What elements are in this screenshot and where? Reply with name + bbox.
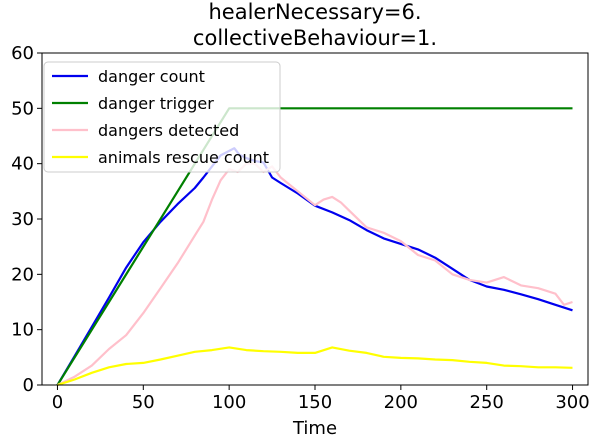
x-tick-label: 150 xyxy=(298,392,332,413)
x-tick-label: 250 xyxy=(470,392,504,413)
y-tick-label: 40 xyxy=(11,154,34,175)
x-axis-label: Time xyxy=(292,418,337,438)
x-tick-label: 300 xyxy=(555,392,589,413)
legend-box xyxy=(43,61,281,173)
legend-label-animals-rescue-count: animals rescue count xyxy=(98,148,269,167)
x-tick-label: 0 xyxy=(52,392,63,413)
x-tick-label: 100 xyxy=(212,392,246,413)
y-tick-label: 60 xyxy=(11,43,34,64)
series-line-animals-rescue-count xyxy=(57,346,573,387)
x-tick-label: 50 xyxy=(132,392,155,413)
legend-label-danger-trigger: danger trigger xyxy=(98,94,214,113)
y-tick-label: 20 xyxy=(11,264,34,285)
chart-title-line-1: healerNecessary=6. xyxy=(208,0,421,24)
y-tick-label: 30 xyxy=(11,209,34,230)
y-tick-label: 10 xyxy=(11,320,34,341)
legend-label-danger-count: danger count xyxy=(98,67,205,86)
chart-title-line-2: collectiveBehaviour=1. xyxy=(193,26,437,50)
legend-label-dangers-detected: dangers detected xyxy=(98,121,239,140)
series-line-dangers-detected xyxy=(57,162,573,386)
plot-area: 0 50 100 150 200 250 300 0 10 20 30 40 50 60 danger co… xyxy=(11,43,590,413)
y-tick-label: 0 xyxy=(23,375,34,396)
x-tick-label: 200 xyxy=(384,392,418,413)
y-tick-label: 50 xyxy=(11,98,34,119)
